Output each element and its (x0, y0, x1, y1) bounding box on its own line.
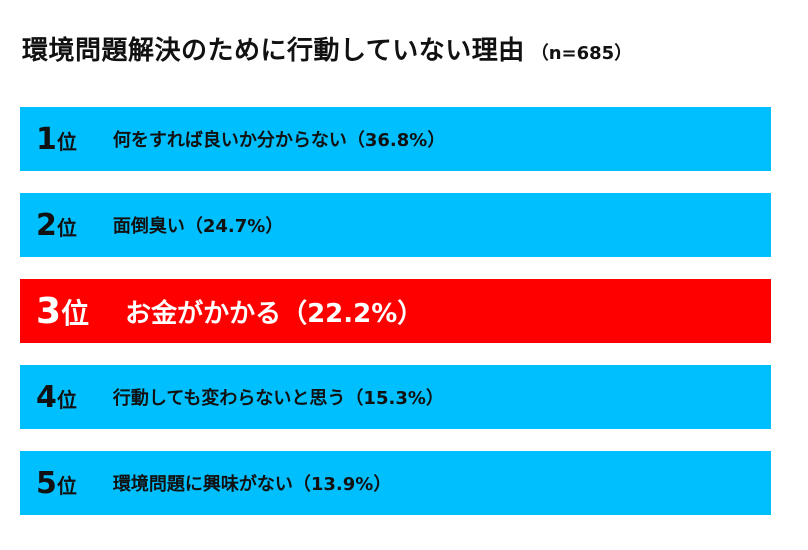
rank-number: 1 (36, 121, 57, 157)
rank-number: 5 (36, 465, 57, 501)
rank-label: お金がかかる（22.2%） (125, 298, 424, 329)
rank-number: 2 (36, 207, 57, 243)
rank-badge: 2 位 (36, 208, 77, 243)
rank-badge: 1 位 (36, 122, 77, 157)
rank-bar-5: 5 位 環境問題に興味がない（13.9%） (20, 451, 771, 515)
rank-unit: 位 (56, 215, 77, 240)
rank-bar-4: 4 位 行動しても変わらないと思う（15.3%） (20, 365, 771, 429)
rank-badge: 4 位 (36, 380, 77, 415)
rank-label: 何をすれば良いか分からない（36.8%） (112, 130, 446, 151)
title-row: 環境問題解決のために行動していない理由 （n=685） (22, 30, 632, 80)
rank-unit: 位 (61, 296, 90, 330)
rank-unit: 位 (56, 387, 77, 412)
rank-bar-3: 3 位 お金がかかる（22.2%） (20, 279, 771, 343)
rank-number: 4 (36, 379, 57, 415)
sample-size: （n=685） (530, 43, 633, 64)
rank-unit: 位 (56, 129, 77, 154)
rank-bar-2: 2 位 面倒臭い（24.7%） (20, 193, 771, 257)
rank-badge: 5 位 (36, 466, 77, 501)
rank-label: 面倒臭い（24.7%） (112, 216, 284, 237)
rank-unit: 位 (56, 473, 77, 498)
chart-title: 環境問題解決のために行動していない理由 (22, 36, 525, 66)
rank-label: 行動しても変わらないと思う（15.3%） (112, 388, 444, 409)
rank-badge: 3 位 (36, 291, 89, 332)
rank-label: 環境問題に興味がない（13.9%） (112, 474, 392, 495)
rank-number: 3 (36, 290, 62, 332)
rank-bar-1: 1 位 何をすれば良いか分からない（36.8%） (20, 107, 771, 171)
